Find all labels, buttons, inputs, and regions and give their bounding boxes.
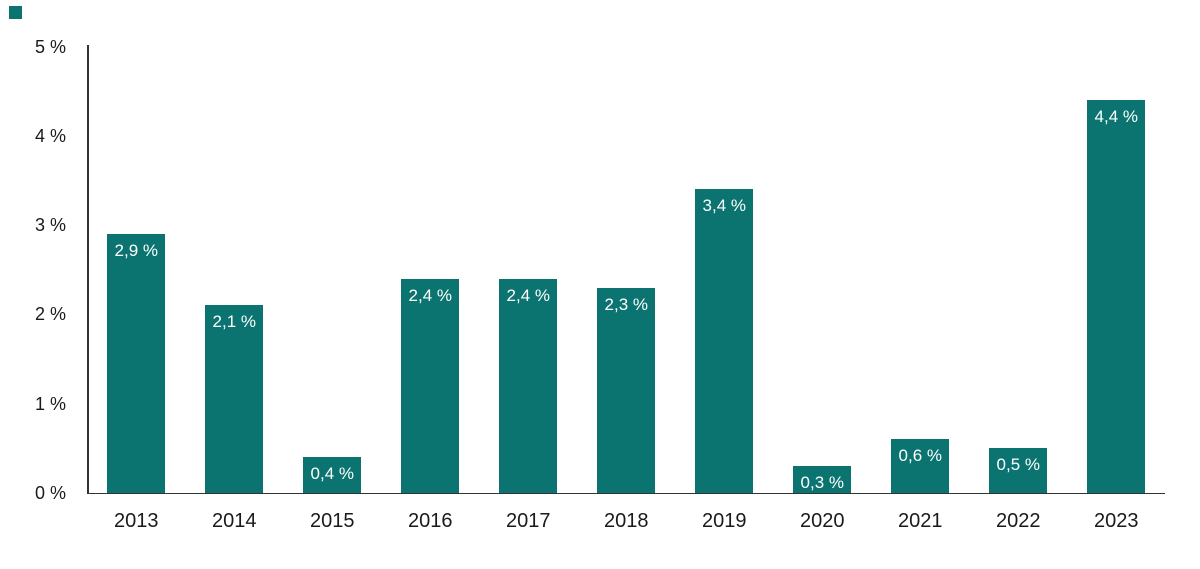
bar: 2,4 % [401,278,460,493]
bar: 0,4 % [303,457,362,493]
y-tick-label: 3 % [34,215,66,236]
x-tick-label: 2019 [702,510,747,532]
bar: 3,4 % [695,189,754,493]
bar: 4,4 % [1087,100,1146,493]
y-tick-label: 1 % [34,393,66,414]
bar: 2,1 % [205,305,264,493]
x-tick-label: 2015 [310,510,355,532]
x-tick-label: 2014 [212,510,257,532]
bar-value-label: 0,5 % [996,455,1041,475]
x-tick-label: 2021 [898,510,943,532]
x-tick-label: 2022 [996,510,1041,532]
x-tick-label: 2020 [800,510,845,532]
bar-value-label: 2,9 % [114,241,159,261]
y-tick-label: 5 % [34,36,66,57]
bar-value-label: 2,4 % [506,285,551,305]
y-tick-label: 4 % [34,125,66,146]
bar-value-label: 2,4 % [408,285,453,305]
x-tick-label: 2013 [114,510,159,532]
y-axis-line [87,45,89,495]
x-tick-label: 2018 [604,510,649,532]
bar: 0,5 % [989,448,1048,493]
x-tick-label: 2016 [408,510,453,532]
bar-value-label: 0,4 % [310,464,355,484]
x-axis-line [87,492,1165,495]
bar: 2,4 % [499,278,558,493]
y-tick-label: 2 % [34,304,66,325]
bar-value-label: 2,3 % [604,294,649,314]
bar: 0,6 % [891,439,950,493]
x-tick-label: 2023 [1094,510,1139,532]
bar-value-label: 0,3 % [800,472,845,492]
y-tick-label: 0 % [34,482,66,503]
bar-value-label: 4,4 % [1094,107,1139,127]
bar-value-label: 0,6 % [898,446,943,466]
bar: 2,9 % [107,234,166,493]
x-tick-label: 2017 [506,510,551,532]
bar-value-label: 3,4 % [702,196,747,216]
bar: 0,3 % [793,465,852,493]
bar: 2,3 % [597,287,656,493]
figure-marker-square [9,6,22,19]
bar-value-label: 2,1 % [212,312,257,332]
